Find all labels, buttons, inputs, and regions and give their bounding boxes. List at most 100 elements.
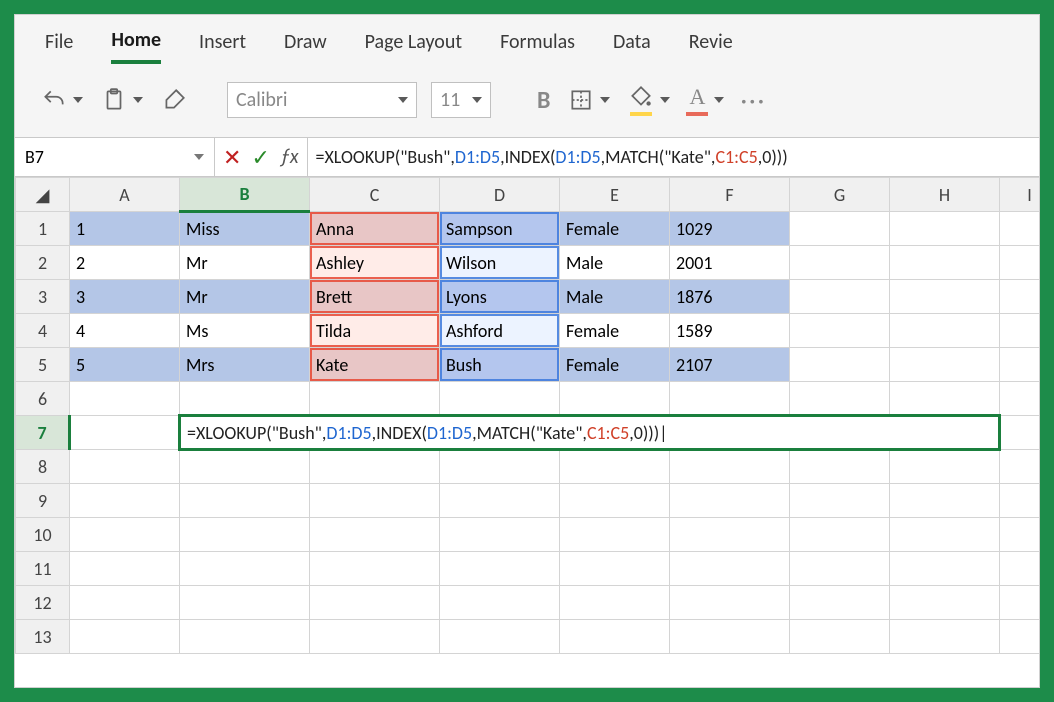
cell[interactable] (790, 620, 890, 654)
cell[interactable] (70, 552, 180, 586)
cell[interactable] (310, 620, 440, 654)
cell[interactable]: Mr (180, 246, 310, 280)
cell[interactable] (790, 382, 890, 416)
font-name-select[interactable]: Calibri (227, 82, 417, 118)
font-color-button[interactable]: A (684, 80, 710, 120)
cell[interactable] (440, 450, 560, 484)
cell[interactable] (440, 552, 560, 586)
cell[interactable] (790, 518, 890, 552)
undo-button[interactable] (39, 83, 85, 117)
tab-data[interactable]: Data (613, 30, 651, 62)
cell[interactable] (310, 450, 440, 484)
cell[interactable] (560, 382, 670, 416)
cell[interactable] (890, 314, 1000, 348)
cell[interactable] (560, 620, 670, 654)
cell[interactable] (670, 450, 790, 484)
cell[interactable] (1000, 518, 1040, 552)
cell[interactable] (670, 382, 790, 416)
tab-home[interactable]: Home (111, 28, 161, 64)
cell[interactable] (1000, 212, 1040, 246)
cell[interactable] (180, 450, 310, 484)
cell[interactable]: 2107 (670, 348, 790, 382)
cell[interactable] (890, 280, 1000, 314)
col-header-f[interactable]: F (670, 178, 790, 212)
worksheet-grid[interactable]: ◢ A B C D E F G H I 1 1 Miss (15, 177, 1039, 687)
cell[interactable]: Ashford (440, 314, 560, 348)
cell[interactable]: Lyons (440, 280, 560, 314)
cell[interactable] (560, 450, 670, 484)
select-all-corner[interactable]: ◢ (16, 178, 70, 212)
cell[interactable] (70, 450, 180, 484)
cell[interactable]: Female (560, 314, 670, 348)
col-header-c[interactable]: C (310, 178, 440, 212)
cell[interactable] (1000, 348, 1040, 382)
cell[interactable] (560, 484, 670, 518)
cell[interactable] (180, 518, 310, 552)
cell[interactable] (1000, 450, 1040, 484)
enter-formula-button[interactable]: ✓ (251, 144, 269, 171)
row-header[interactable]: 9 (16, 484, 70, 518)
cell[interactable]: 1 (70, 212, 180, 246)
cell[interactable] (890, 552, 1000, 586)
cell[interactable]: Mr (180, 280, 310, 314)
cell[interactable] (1000, 620, 1040, 654)
cell[interactable] (1000, 416, 1040, 450)
cell[interactable] (670, 586, 790, 620)
cell[interactable]: Female (560, 212, 670, 246)
cell[interactable] (1000, 552, 1040, 586)
cell[interactable]: Miss (180, 212, 310, 246)
borders-button[interactable] (566, 83, 612, 117)
cell[interactable] (890, 518, 1000, 552)
active-cell-editor[interactable]: =XLOOKUP("Bush",D1:D5,INDEX(D1:D5,MATCH(… (180, 416, 1000, 450)
font-size-select[interactable]: 11 (431, 82, 491, 118)
cell[interactable] (440, 586, 560, 620)
cell[interactable]: 3 (70, 280, 180, 314)
cell[interactable] (70, 416, 180, 450)
chevron-down-icon[interactable] (660, 97, 670, 103)
format-painter-button[interactable] (159, 83, 189, 117)
cell[interactable] (310, 518, 440, 552)
formula-bar-input[interactable]: =XLOOKUP("Bush",D1:D5,INDEX(D1:D5,MATCH(… (308, 138, 1040, 176)
cell[interactable] (560, 552, 670, 586)
col-header-d[interactable]: D (440, 178, 560, 212)
cell[interactable] (310, 382, 440, 416)
cell[interactable] (1000, 314, 1040, 348)
cell[interactable] (70, 586, 180, 620)
cell[interactable] (560, 518, 670, 552)
cell[interactable] (790, 586, 890, 620)
cell[interactable]: 1589 (670, 314, 790, 348)
cell[interactable]: Male (560, 280, 670, 314)
cell[interactable] (890, 586, 1000, 620)
row-header[interactable]: 10 (16, 518, 70, 552)
cell[interactable]: Sampson (440, 212, 560, 246)
cell[interactable]: Mrs (180, 348, 310, 382)
row-header[interactable]: 4 (16, 314, 70, 348)
cell[interactable] (790, 552, 890, 586)
cell[interactable]: Bush (440, 348, 560, 382)
col-header-b[interactable]: B (180, 178, 310, 212)
tab-file[interactable]: File (45, 30, 73, 62)
cell[interactable]: Male (560, 246, 670, 280)
row-header[interactable]: 1 (16, 212, 70, 246)
cell[interactable] (1000, 484, 1040, 518)
cell[interactable]: Kate (310, 348, 440, 382)
row-header[interactable]: 7 (16, 416, 70, 450)
cell[interactable] (670, 620, 790, 654)
cancel-formula-button[interactable]: ✕ (223, 144, 241, 171)
cell[interactable] (670, 484, 790, 518)
cell[interactable] (440, 382, 560, 416)
cell[interactable] (890, 246, 1000, 280)
cell[interactable] (670, 518, 790, 552)
cell[interactable] (790, 484, 890, 518)
cell[interactable]: Anna (310, 212, 440, 246)
row-header[interactable]: 5 (16, 348, 70, 382)
paste-button[interactable] (99, 83, 145, 117)
cell[interactable] (790, 212, 890, 246)
fill-color-button[interactable] (626, 80, 656, 120)
cell[interactable]: Tilda (310, 314, 440, 348)
cell[interactable] (440, 484, 560, 518)
cell[interactable] (890, 620, 1000, 654)
cell[interactable]: 1876 (670, 280, 790, 314)
row-header[interactable]: 2 (16, 246, 70, 280)
tab-page-layout[interactable]: Page Layout (365, 30, 462, 62)
